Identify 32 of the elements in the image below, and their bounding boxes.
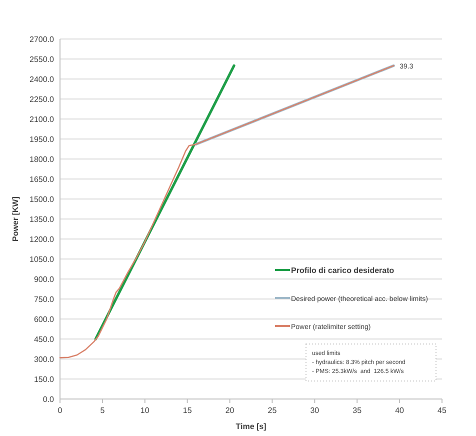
- y-tick-label: 1950.0: [30, 135, 55, 144]
- y-tick-label: 2700.0: [30, 35, 55, 44]
- y-tick-label: 750.0: [34, 295, 55, 304]
- x-tick-label: 40: [395, 406, 405, 415]
- x-tick-label: 25: [268, 406, 278, 415]
- y-tick-label: 300.0: [34, 355, 55, 364]
- x-tick-label: 20: [225, 406, 235, 415]
- y-tick-label: 2550.0: [30, 55, 55, 64]
- y-tick-label: 1800.0: [30, 155, 55, 164]
- y-tick-label: 1350.0: [30, 215, 55, 224]
- y-tick-label: 2400.0: [30, 75, 55, 84]
- x-tick-label: 0: [58, 406, 63, 415]
- y-tick-label: 1650.0: [30, 175, 55, 184]
- y-tick-label: 600.0: [34, 315, 55, 324]
- y-tick-label: 1050.0: [30, 255, 55, 264]
- legend-label: Profilo di carico desiderato: [291, 266, 394, 275]
- x-tick-label: 10: [140, 406, 150, 415]
- y-tick-label: 2250.0: [30, 95, 55, 104]
- y-tick-label: 1200.0: [30, 235, 55, 244]
- x-tick-label: 45: [438, 406, 447, 415]
- x-tick-label: 15: [182, 406, 192, 415]
- x-tick-label: 35: [352, 406, 362, 415]
- x-tick-label: 30: [310, 406, 320, 415]
- y-tick-label: 900.0: [34, 275, 55, 284]
- y-tick-label: 0.0: [42, 395, 55, 404]
- x-tick-label: 5: [100, 406, 106, 415]
- y-axis-title: Power [KW]: [11, 196, 20, 242]
- y-tick-label: 2100.0: [30, 115, 55, 124]
- y-tick-label: 450.0: [34, 335, 55, 344]
- x-axis-title: Time [s]: [236, 422, 267, 431]
- y-tick-label: 1500.0: [30, 195, 55, 204]
- y-tick-label: 150.0: [34, 375, 55, 384]
